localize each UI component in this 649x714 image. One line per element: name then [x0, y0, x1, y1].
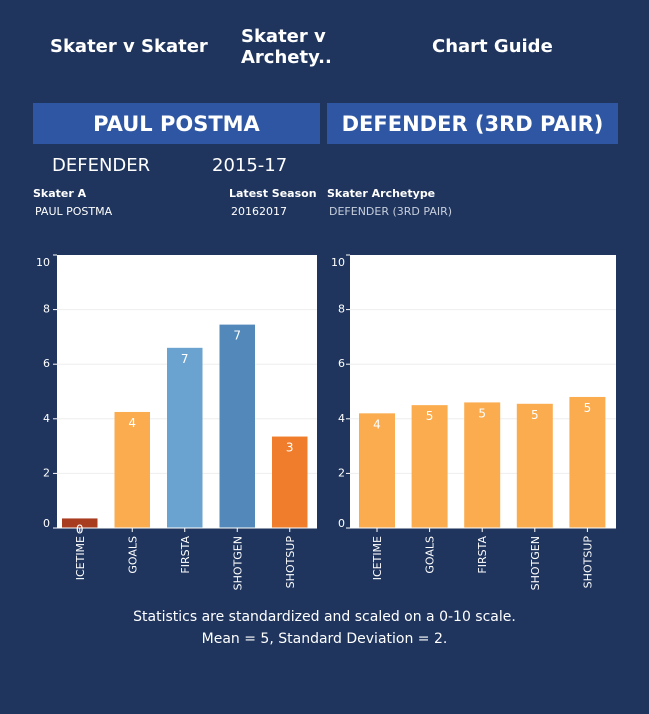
archetype-bar-label: 5: [478, 406, 486, 420]
archetype-y-tick-label: 2: [338, 466, 345, 479]
skater-bar-firsta: [167, 347, 203, 528]
skater-bar-shotsup: [272, 436, 308, 528]
skater-y-tick-label: 8: [43, 303, 50, 316]
tab-skater-v-archetype[interactable]: Skater v Archety..: [241, 25, 332, 68]
skater-x-category-label: SHOTGEN: [231, 536, 244, 590]
archetype-bar-goals: [411, 405, 448, 528]
latest-season-value: 20162017: [231, 205, 287, 218]
skater-x-category-label: GOALS: [126, 536, 139, 574]
skater-seasons: 2015-17: [212, 155, 288, 176]
archetype-bar-shotgen: [516, 403, 553, 528]
archetype-x-category-label: FIRSTA: [476, 536, 489, 574]
archetype-y-tick-label: 6: [338, 357, 345, 370]
skater-y-tick-label: 2: [43, 466, 50, 479]
skater-archetype-label: Skater Archetype: [327, 187, 436, 200]
tab-skater-v-skater[interactable]: Skater v Skater: [50, 36, 208, 57]
archetype-bar-shotsup: [569, 396, 606, 528]
skater-a-label: Skater A: [33, 187, 87, 200]
archetype-bar-label: 5: [584, 401, 592, 415]
archetype-bar-label: 5: [426, 409, 434, 423]
skater-archetype-value: DEFENDER (3RD PAIR): [329, 205, 453, 218]
footer-line-2: Mean = 5, Standard Deviation = 2.: [201, 631, 448, 647]
archetype-y-tick-label: 10: [331, 256, 345, 269]
skater-name-banner: PAUL POSTMA: [33, 103, 320, 144]
skater-bar-goals: [114, 411, 150, 528]
skater-y-tick-label: 10: [36, 256, 50, 269]
skater-y-tick-label: 4: [43, 412, 50, 425]
archetype-x-category-label: ICETIME: [371, 536, 384, 580]
skater-bar-label: 7: [181, 352, 189, 366]
archetype-x-category-label: SHOTGEN: [529, 536, 542, 590]
skater-bar-label: 4: [128, 416, 136, 430]
skater-stats-chart: 02468100ICETIME4GOALS7FIRSTA7SHOTGEN3SHO…: [36, 254, 317, 590]
skater-bar-icetime: [62, 518, 98, 528]
archetype-x-category-label: GOALS: [424, 536, 437, 574]
archetype-bar-icetime: [359, 413, 395, 528]
archetype-bar-firsta: [464, 402, 501, 528]
skater-bar-shotgen: [219, 324, 255, 528]
archetype-y-tick-label: 8: [338, 303, 345, 316]
archetype-y-tick-label: 4: [338, 412, 345, 425]
skater-x-category-label: ICETIME: [74, 536, 87, 580]
skater-x-category-label: FIRSTA: [179, 536, 192, 574]
skater-a-value: PAUL POSTMA: [35, 205, 113, 218]
skater-position: DEFENDER: [52, 155, 151, 176]
archetype-name-banner: DEFENDER (3RD PAIR): [327, 103, 618, 144]
skater-bar-label: 7: [233, 329, 241, 343]
footer-note: Statistics are standardized and scaled o…: [0, 606, 649, 650]
latest-season-label: Latest Season: [229, 187, 317, 200]
skater-x-category-label: SHOTSUP: [284, 536, 297, 589]
skater-y-tick-label: 0: [43, 517, 50, 530]
tab-chart-guide[interactable]: Chart Guide: [432, 36, 553, 57]
skater-y-tick-label: 6: [43, 357, 50, 370]
archetype-y-tick-label: 0: [338, 517, 345, 530]
archetype-bar-label: 5: [531, 408, 539, 422]
archetype-stats-chart: 0 2 4 6 8 10 4 ICETIME 5 GOALS 5 FIRSTA 5 SHOTGEN 5 SHO…: [331, 254, 616, 590]
archetype-bar-label: 4: [373, 417, 381, 431]
skater-bar-label: 3: [286, 441, 294, 455]
archetype-x-category-label: SHOTSUP: [581, 536, 594, 589]
footer-line-1: Statistics are standardized and scaled o…: [133, 609, 516, 625]
